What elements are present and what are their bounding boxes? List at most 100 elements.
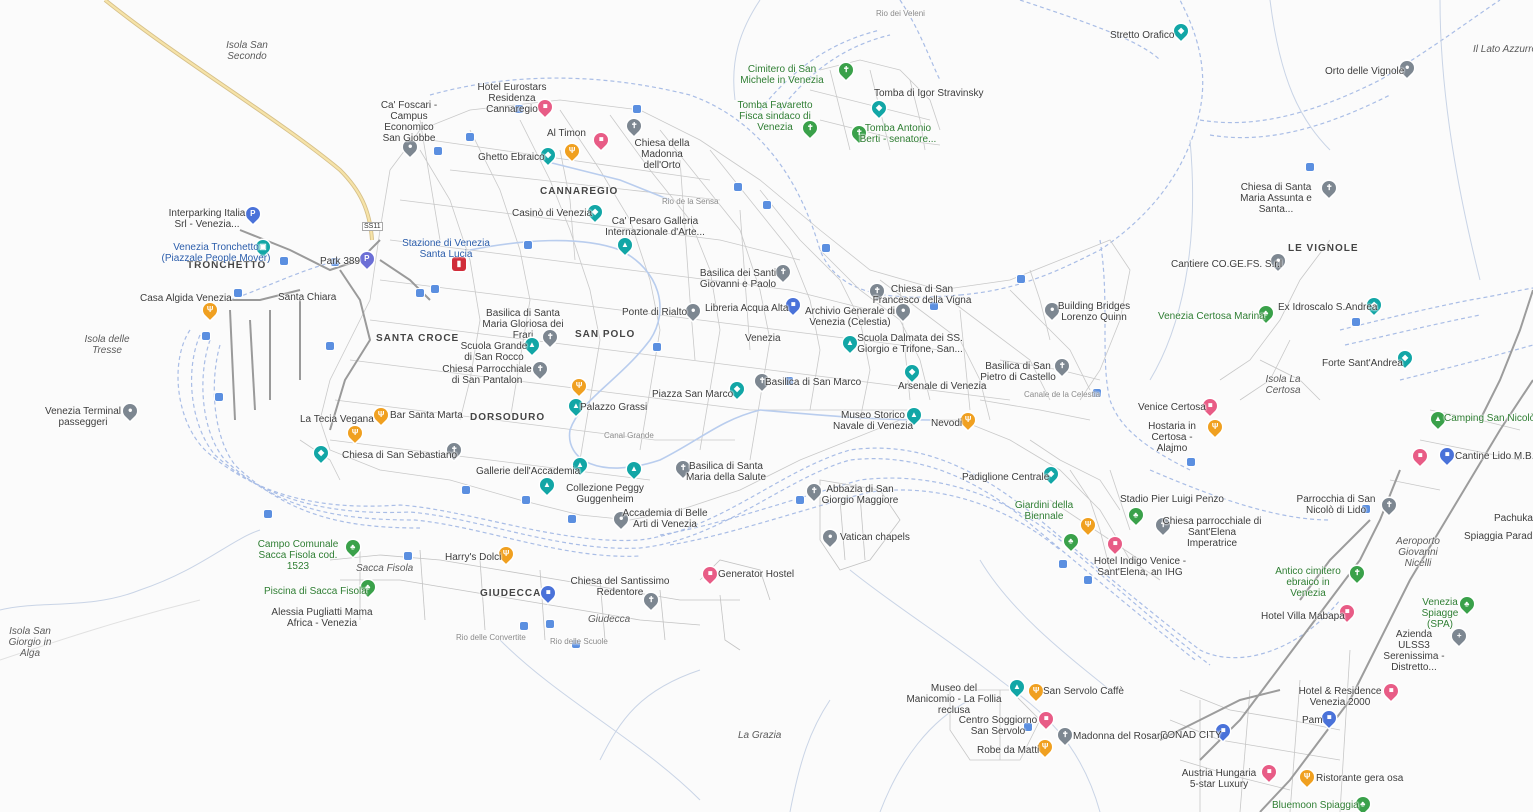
- poi-label[interactable]: Spiaggia Paradiso: [1464, 531, 1533, 542]
- transit-stop[interactable]: [462, 486, 470, 494]
- poi-label[interactable]: Building Bridges Lorenzo Quinn: [1057, 301, 1131, 323]
- transit-stop[interactable]: [416, 289, 424, 297]
- poi-label[interactable]: Basilica di Santa Maria della Salute: [685, 461, 767, 483]
- poi-label[interactable]: Museo Storico Navale di Venezia: [832, 410, 914, 432]
- poi-label[interactable]: Bar Santa Marta: [390, 410, 463, 421]
- transit-stop[interactable]: [1059, 560, 1067, 568]
- transit-stop[interactable]: [930, 302, 938, 310]
- poi-label[interactable]: Cantine Lido M.B.M: [1455, 451, 1533, 462]
- poi-label[interactable]: Antico cimitero ebraico in Venezia: [1275, 566, 1341, 599]
- poi-label[interactable]: Hotel & Residence Venezia 2000: [1298, 686, 1382, 708]
- poi-label[interactable]: Piscina di Sacca Fisola: [264, 586, 367, 597]
- poi-label[interactable]: Ca' Foscari - Campus Economico San Giobb…: [380, 100, 438, 144]
- poi-label[interactable]: Basilica dei Santi Giovanni e Paolo: [699, 268, 777, 290]
- poi-label[interactable]: Alessia Pugliatti Mama Africa - Venezia: [271, 607, 373, 629]
- poi-label[interactable]: Accademia di Belle Arti di Venezia: [622, 508, 708, 530]
- transit-stop[interactable]: [1362, 505, 1370, 513]
- transit-stop[interactable]: [785, 377, 793, 385]
- poi-label[interactable]: Padiglione Centrale: [962, 472, 1050, 483]
- poi-label[interactable]: Chiesa di Santa Maria Assunta e Santa...: [1240, 182, 1312, 215]
- poi-label[interactable]: Harry's Dolci: [445, 552, 502, 563]
- poi-label[interactable]: Stretto Orafico: [1110, 30, 1175, 41]
- poi-label[interactable]: CONAD CITY: [1160, 730, 1222, 741]
- transit-stop[interactable]: [431, 285, 439, 293]
- poi-label[interactable]: Cantiere CO.GE.FS. S.r.l: [1171, 259, 1283, 270]
- transit-stop[interactable]: [515, 105, 523, 113]
- poi-label[interactable]: Ca' Pesaro Galleria Internazionale d'Art…: [605, 216, 705, 238]
- poi-label[interactable]: Basilica di San Pietro di Castello: [980, 361, 1056, 383]
- transit-stop[interactable]: [280, 257, 288, 265]
- poi-label[interactable]: Libreria Acqua Alta: [705, 303, 789, 314]
- poi-label[interactable]: Piazza San Marco: [652, 389, 734, 400]
- poi-label[interactable]: Ex Idroscalo S.Andrea: [1278, 302, 1378, 313]
- poi-label[interactable]: Park 389: [320, 256, 361, 267]
- poi-label[interactable]: Gallerie dell'Accademia: [476, 466, 581, 477]
- transit-stop[interactable]: [434, 147, 442, 155]
- poi-label[interactable]: Venezia Spiagge (SPA): [1421, 597, 1459, 630]
- poi-label[interactable]: Venice Certosa: [1138, 402, 1206, 413]
- transit-stop[interactable]: [633, 105, 641, 113]
- poi-label[interactable]: Stadio Pier Luigi Penzo: [1120, 494, 1224, 505]
- transit-stop[interactable]: [734, 183, 742, 191]
- poi-label[interactable]: Pachuka: [1494, 513, 1533, 524]
- transit-stop[interactable]: [404, 552, 412, 560]
- poi-label[interactable]: Ghetto Ebraico: [478, 152, 545, 163]
- poi-label[interactable]: Bluemoon Spiaggia: [1272, 800, 1359, 811]
- transit-stop[interactable]: [520, 622, 528, 630]
- poi-label[interactable]: Museo del Manicomio - La Follia reclusa: [906, 683, 1002, 716]
- poi-label[interactable]: Abbazia di San Giorgio Maggiore: [821, 484, 899, 506]
- poi-label[interactable]: Chiesa parrocchiale di Sant'Elena Impera…: [1162, 516, 1262, 549]
- transit-stop[interactable]: [568, 515, 576, 523]
- transit-stop[interactable]: [796, 496, 804, 504]
- transit-stop[interactable]: [522, 496, 530, 504]
- poi-label[interactable]: Madonna del Rosario: [1073, 731, 1169, 742]
- poi-label[interactable]: Vatican chapels: [840, 532, 910, 543]
- poi-label[interactable]: Generator Hostel: [718, 569, 795, 580]
- transit-stop[interactable]: [572, 640, 580, 648]
- transit-stop[interactable]: [546, 620, 554, 628]
- poi-label[interactable]: Scuola Dalmata dei SS. Giorgio e Trifone…: [857, 333, 963, 355]
- poi-label[interactable]: Austria Hungaria 5-star Luxury: [1181, 768, 1257, 790]
- poi-label[interactable]: Robe da Matti: [977, 745, 1040, 756]
- transit-stop[interactable]: [331, 258, 339, 266]
- transit-stop[interactable]: [234, 289, 242, 297]
- transit-stop[interactable]: [1352, 318, 1360, 326]
- poi-label[interactable]: Pam: [1302, 715, 1323, 726]
- transit-stop[interactable]: [202, 332, 210, 340]
- poi-label[interactable]: Palazzo Grassi: [580, 402, 648, 413]
- poi-label[interactable]: Forte Sant'Andrea: [1322, 358, 1403, 369]
- poi-label[interactable]: Tomba di Igor Stravinsky: [874, 88, 984, 99]
- poi-label[interactable]: La Tecia Vegana: [300, 414, 374, 425]
- transit-stop[interactable]: [1093, 389, 1101, 397]
- poi-label[interactable]: Centro Soggiorno San Servolo: [958, 715, 1038, 737]
- transit-stop[interactable]: [326, 342, 334, 350]
- poi-label[interactable]: Ristorante gera osa: [1316, 773, 1404, 784]
- poi-label[interactable]: Chiesa Parrocchiale di San Pantalon: [442, 364, 532, 386]
- poi-label[interactable]: Ponte di Rialto: [622, 307, 688, 318]
- poi-label[interactable]: Interparking Italia Srl - Venezia...: [168, 208, 246, 230]
- poi-label[interactable]: Giardini della Biennale: [1014, 500, 1074, 522]
- transit-stop[interactable]: [466, 133, 474, 141]
- poi-label[interactable]: Azienda ULSS3 Serenissima - Distretto...: [1383, 629, 1445, 673]
- poi-label[interactable]: Scuola Grande di San Rocco: [460, 341, 528, 363]
- transit-stop[interactable]: [264, 510, 272, 518]
- poi-label[interactable]: Chiesa della Madonna dell'Orto: [634, 138, 690, 171]
- poi-label[interactable]: Venezia Certosa Marina: [1158, 311, 1265, 322]
- transit-stop[interactable]: [215, 393, 223, 401]
- poi-label[interactable]: Basilica di Santa Maria Gloriosa dei Fra…: [482, 308, 564, 341]
- poi-label[interactable]: Hotel Villa Mabapa: [1261, 611, 1345, 622]
- transit-stop[interactable]: [1306, 163, 1314, 171]
- poi-label[interactable]: Basilica di San Marco: [765, 377, 862, 388]
- poi-label[interactable]: Chiesa di San Francesco della Vigna: [872, 284, 972, 306]
- poi-label[interactable]: Campo Comunale Sacca Fisola cod. 1523: [257, 539, 339, 572]
- poi-label[interactable]: Chiesa del Santissimo Redentore: [570, 576, 670, 598]
- poi-label[interactable]: Orto delle Vignole: [1325, 66, 1405, 77]
- poi-label[interactable]: Casa Algida Venezia: [140, 293, 232, 304]
- transit-stop[interactable]: [524, 241, 532, 249]
- poi-label[interactable]: Archivio Generale di Venezia (Celestia): [804, 306, 896, 328]
- poi-label[interactable]: Hotel Eurostars Residenza Cannaregio: [477, 82, 547, 115]
- poi-label[interactable]: Parrocchia di San Nicolò di Lido: [1296, 494, 1376, 516]
- poi-label[interactable]: Hostaria in Certosa - Alajmo: [1148, 421, 1196, 454]
- poi-label[interactable]: Casinò di Venezia: [512, 208, 593, 219]
